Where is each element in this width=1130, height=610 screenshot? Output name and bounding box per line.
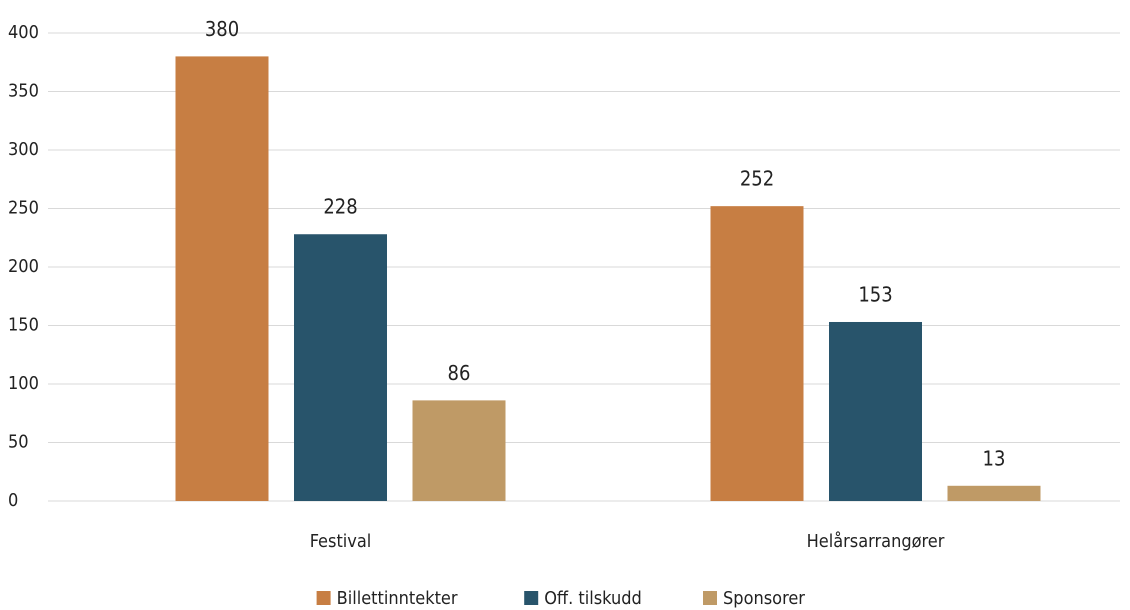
data-label: 86 [448,361,471,385]
legend-swatch [703,591,717,605]
bar [412,400,506,501]
bar [294,234,387,502]
y-tick-label: 400 [8,22,39,43]
y-tick-label: 300 [8,139,39,160]
legend-label: Billettinntekter [337,588,458,609]
data-label: 228 [323,195,357,219]
bar [710,206,804,501]
x-tick-label: Festival [310,531,372,552]
y-tick-label: 150 [8,315,39,336]
bar [829,321,922,501]
data-label: 252 [740,167,774,191]
legend-label: Off. tilskudd [544,588,642,609]
y-tick-label: 250 [8,198,39,219]
y-tick-label: 200 [8,256,39,277]
legend-swatch [524,591,539,605]
data-label: 153 [858,282,892,306]
data-label: 380 [205,17,239,41]
data-label: 13 [983,446,1006,470]
bar [947,485,1041,501]
y-tick-label: 50 [8,432,29,453]
legend-label: Sponsorer [723,588,805,609]
y-tick-label: 100 [8,373,39,394]
y-tick-label: 0 [8,490,18,511]
x-tick-label: Helårsarrangører [807,531,945,552]
y-tick-label: 350 [8,81,39,102]
legend-swatch [316,591,331,605]
bar [175,56,269,502]
